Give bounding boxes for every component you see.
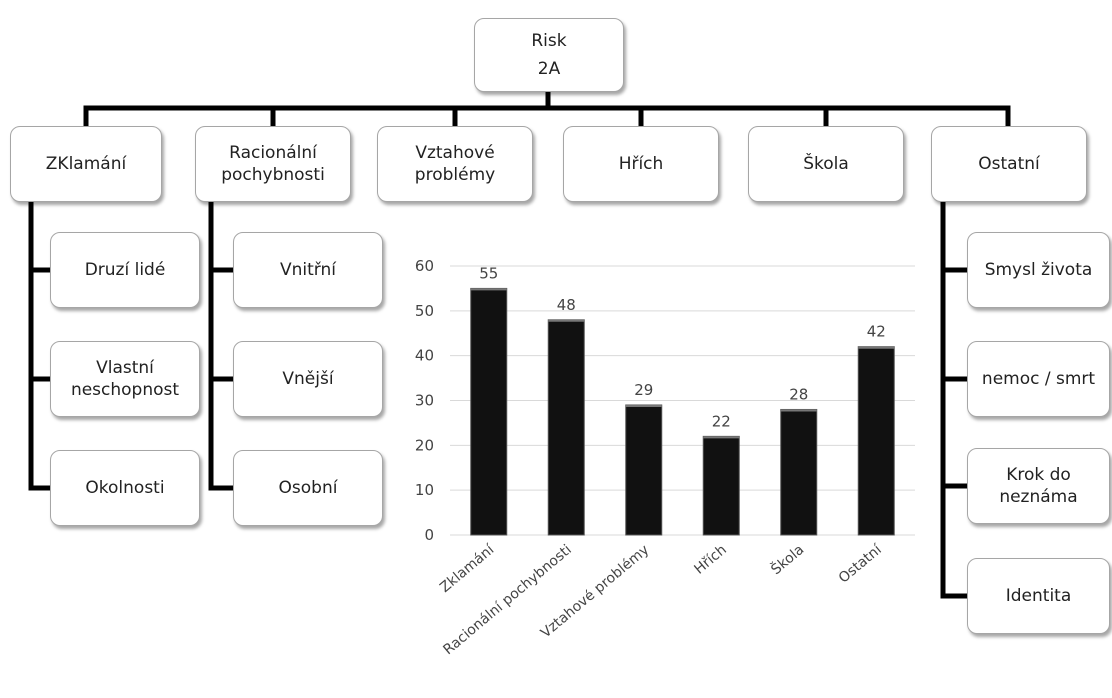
subitem-nemoc-smrt: nemoc / smrt [967, 341, 1110, 417]
y-tick-label: 0 [424, 526, 434, 544]
subitem-krok-do-neznama: Krok do neznáma [967, 448, 1110, 524]
category-node-hrich: Hřích [563, 126, 719, 202]
category-label: Racionální [229, 143, 317, 163]
category-label: Hřích [618, 154, 664, 174]
category-node-racionalni: Racionální pochybnosti [195, 126, 351, 202]
category-node-vztahove: Vztahové problémy [377, 126, 533, 202]
subitem-vnejsi: Vnější [233, 341, 383, 417]
category-node-ostatni: Ostatní [931, 126, 1087, 202]
data-label: 42 [867, 323, 886, 341]
category-label: Škola [803, 154, 849, 174]
bar [780, 408, 818, 536]
subitem-druzi-lide: Druzí lidé [50, 232, 200, 308]
bar [702, 435, 740, 536]
bar [625, 404, 663, 536]
subitem-label: Vnitřní [280, 260, 336, 280]
subitem-identita: Identita [967, 558, 1110, 634]
data-label: 55 [479, 264, 498, 282]
y-tick-label: 50 [415, 302, 434, 320]
root-node: Risk 2A [474, 18, 624, 92]
x-tick-label: Zklamání [437, 541, 498, 596]
subitem-label: Vlastní [96, 358, 154, 378]
data-label: 48 [557, 296, 576, 314]
subitem-label: Druzí lidé [84, 260, 166, 280]
x-tick-label: Racionální pochybnosti [440, 542, 574, 658]
subitem-label: Krok do [1006, 465, 1071, 485]
data-label: 28 [789, 385, 808, 403]
category-node-skola: Škola [748, 126, 904, 202]
x-tick-label: Hřích [691, 542, 729, 578]
subitem-label: nemoc / smrt [981, 369, 1096, 389]
y-tick-label: 30 [415, 392, 434, 410]
subitem-label: Identita [1005, 586, 1072, 606]
y-tick-label: 10 [415, 481, 434, 499]
bar [547, 319, 585, 536]
category-label: pochybnosti [221, 165, 325, 185]
root-title: Risk [531, 31, 567, 51]
category-label: Ostatní [978, 154, 1040, 174]
y-tick-label: 40 [415, 347, 434, 365]
bar-chart: 0 10 20 30 40 50 60 55 Zklamání 48 Racionální poch… [415, 257, 915, 658]
y-tick-label: 60 [415, 257, 434, 275]
y-tick-label: 20 [415, 436, 434, 454]
subitem-vlastni-neschopnost: Vlastní neschopnost [50, 341, 200, 417]
category-label: ZKlamání [45, 154, 127, 174]
subitem-label: Smysl života [984, 260, 1093, 280]
subitem-label: Vnější [282, 369, 334, 389]
subitem-label: Okolnosti [85, 478, 165, 498]
subitem-label: Osobní [278, 478, 338, 498]
x-tick-label: Škola [767, 540, 807, 578]
subitem-osobni: Osobní [233, 450, 383, 526]
bar [857, 346, 895, 536]
root-subtitle: 2A [537, 59, 561, 79]
data-label: 29 [634, 381, 653, 399]
category-label: Vztahové [415, 143, 495, 163]
subitem-okolnosti: Okolnosti [50, 450, 200, 526]
subitem-label: neschopnost [70, 380, 180, 400]
x-tick-label: Ostatní [836, 541, 886, 587]
subitem-label: neznáma [999, 487, 1078, 507]
category-label: problémy [414, 165, 496, 185]
subitem-smysl-zivota: Smysl života [967, 232, 1110, 308]
category-node-zklamani: ZKlamání [10, 126, 162, 202]
data-label: 22 [712, 412, 731, 430]
bar [470, 287, 508, 536]
subitem-vnitrni: Vnitřní [233, 232, 383, 308]
